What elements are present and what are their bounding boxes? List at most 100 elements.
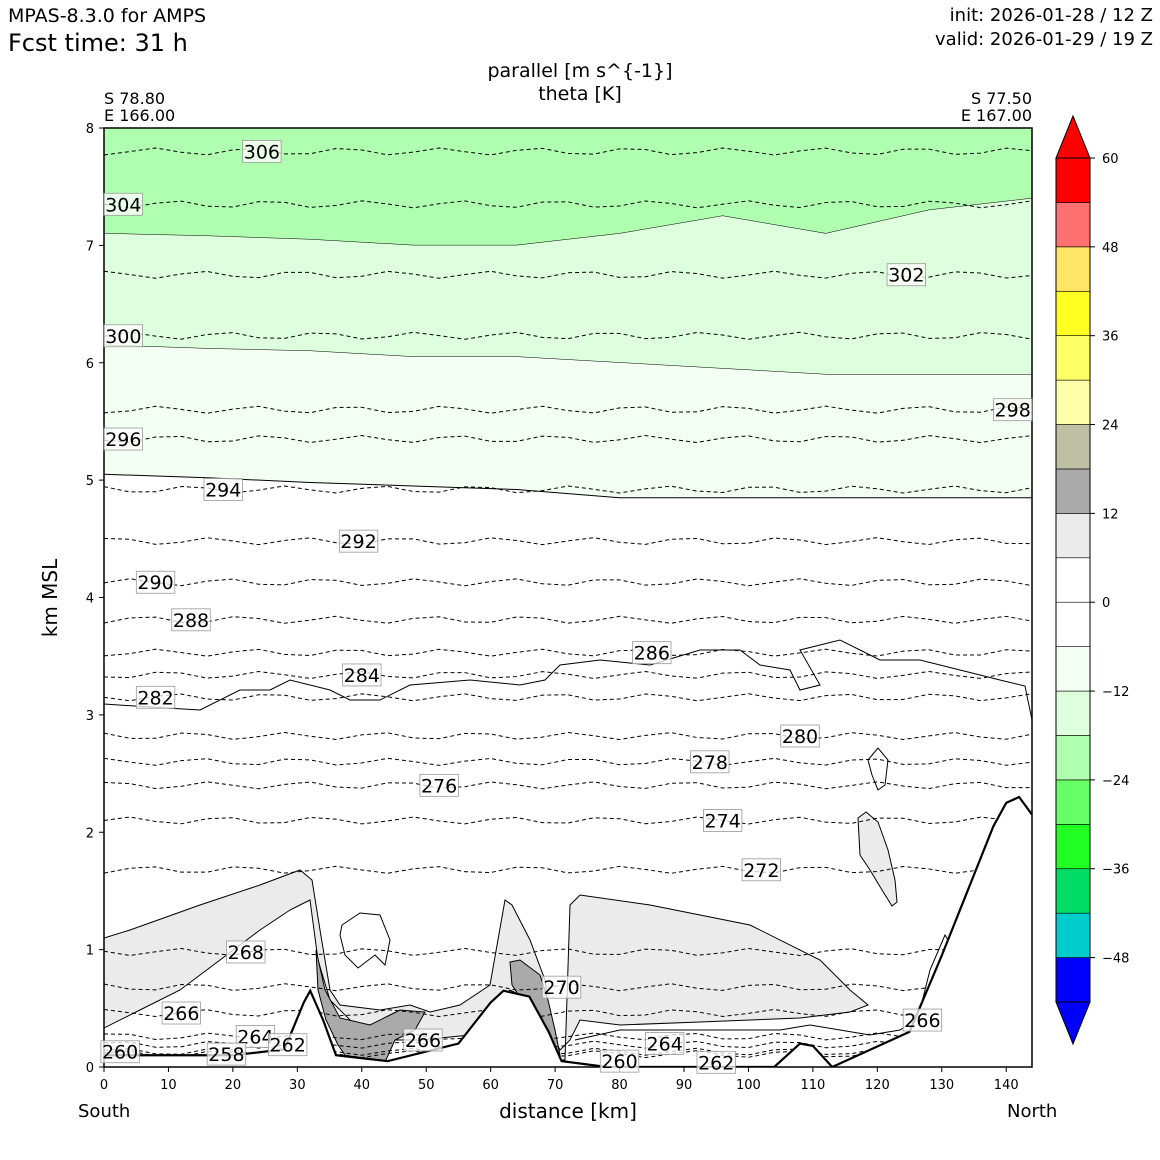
theta-isoline-284 [104,670,1032,679]
colorbar-tick-label: 12 [1102,507,1119,522]
theta-label-272: 272 [741,858,781,882]
theta-isoline-280 [104,731,1032,741]
svg-text:278: 278 [692,752,728,774]
colorbar-tick-label: −24 [1102,774,1129,789]
colorbar-bin [1055,557,1091,603]
wind-contour-valley-floor [574,1019,916,1041]
theta-label-270: 270 [541,975,582,999]
end-longitude: E 167.00 [960,106,1032,125]
colorbar-frame [1055,157,1091,1003]
theta-label-276: 276 [419,773,459,797]
x-tick-label: 0 [100,1078,108,1093]
colorbar-tick-label: 36 [1102,330,1119,345]
south-label: South [78,1101,131,1122]
colorbar-bin [1055,957,1091,1003]
terrain-line [104,795,1032,1067]
svg-text:262: 262 [270,1035,306,1057]
end-latitude: S 77.50 [970,89,1032,108]
x-tick-label: 110 [800,1078,825,1093]
theta-label-260: 260 [100,1040,140,1064]
x-tick-label: 120 [865,1078,890,1093]
svg-text:292: 292 [340,531,376,553]
theta-isoline-276 [104,781,1032,790]
x-tick-label: 140 [994,1078,1019,1093]
theta-isoline-294 [104,485,1032,494]
svg-text:286: 286 [634,643,670,665]
colorbar-bin [1055,601,1091,647]
svg-text:266: 266 [405,1030,441,1052]
theta-label-266: 266 [161,1001,201,1025]
theta-label-306: 306 [242,140,282,163]
wind-band-6-to-12 [104,345,1032,498]
theta-label-260: 260 [599,1049,640,1073]
colorbar-bin [1055,690,1091,736]
init-time: init: 2026-01-28 / 12 Z [949,5,1153,26]
svg-text:260: 260 [102,1042,138,1064]
svg-text:258: 258 [208,1044,244,1066]
colorbar-bin [1055,424,1091,470]
svg-text:264: 264 [647,1034,683,1056]
theta-isoline-290 [104,578,1032,587]
theta-isoline-272 [104,865,1032,874]
wind-band-edge [104,473,1032,499]
colorbar-tick-label: −12 [1102,685,1129,700]
colorbar-extend-high [1055,114,1091,159]
svg-text:266: 266 [904,1010,940,1032]
y-tick-label: 3 [86,709,94,724]
wind-contour-south-white-lobe [339,912,391,969]
theta-label-282: 282 [135,685,176,709]
theta-label-284: 284 [342,663,382,687]
svg-text:294: 294 [205,480,241,502]
y-tick-label: 0 [86,1061,94,1076]
x-tick-label: 60 [482,1078,499,1093]
wind-shade-low-south [104,869,869,1061]
svg-text:288: 288 [173,610,209,632]
y-tick-label: 4 [86,592,94,607]
theta-label-262: 262 [696,1050,736,1074]
colorbar-extend-low [1055,1001,1091,1046]
theta-label-264: 264 [645,1032,685,1056]
svg-text:272: 272 [743,860,779,882]
x-tick-label: 30 [289,1078,306,1093]
theta-label-258: 258 [206,1042,247,1066]
colorbar-bin [1055,379,1091,425]
svg-text:266: 266 [163,1003,199,1025]
start-latitude: S 78.80 [104,89,166,108]
svg-text:280: 280 [782,726,818,748]
x-tick-label: 50 [418,1078,435,1093]
theta-isoline-282 [104,693,1032,702]
svg-text:302: 302 [888,265,924,287]
theta-isoline-296 [104,435,1032,444]
theta-isoline-292 [104,537,1032,546]
colorbar-bin [1055,912,1091,958]
y-tick-label: 2 [86,826,94,841]
x-tick-label: 40 [354,1078,371,1093]
colorbar-tick-label: 48 [1102,241,1119,256]
theta-label-290: 290 [135,570,176,594]
colorbar-tick-label: 0 [1102,596,1110,611]
theta-label-292: 292 [338,529,379,553]
start-longitude: E 166.00 [104,106,176,125]
theta-isoline-274 [104,816,1032,825]
theta-isoline-266 [104,1008,1032,1018]
colorbar-bin [1055,468,1091,514]
y-tick-label: 8 [86,122,94,137]
y-tick-label: 7 [86,239,94,254]
x-tick-label: 100 [736,1078,761,1093]
svg-text:282: 282 [137,687,173,709]
theta-label-266: 266 [902,1008,943,1032]
colorbar-bin [1055,646,1091,692]
theta-isoline-302 [104,270,1032,279]
y-tick-label: 5 [86,474,94,489]
colorbar-tick-label: 24 [1102,419,1119,434]
x-tick-label: 130 [929,1078,954,1093]
theta-label-300: 300 [103,324,143,348]
terrain-fill [104,797,1032,1067]
colorbar-bin [1055,290,1091,336]
svg-text:306: 306 [244,141,280,163]
theta-label-304: 304 [103,192,143,216]
y-tick-label: 6 [86,357,94,372]
colorbar-bin [1055,335,1091,381]
theta-label-280: 280 [780,724,820,748]
wind-contour-east-loop [867,747,889,791]
